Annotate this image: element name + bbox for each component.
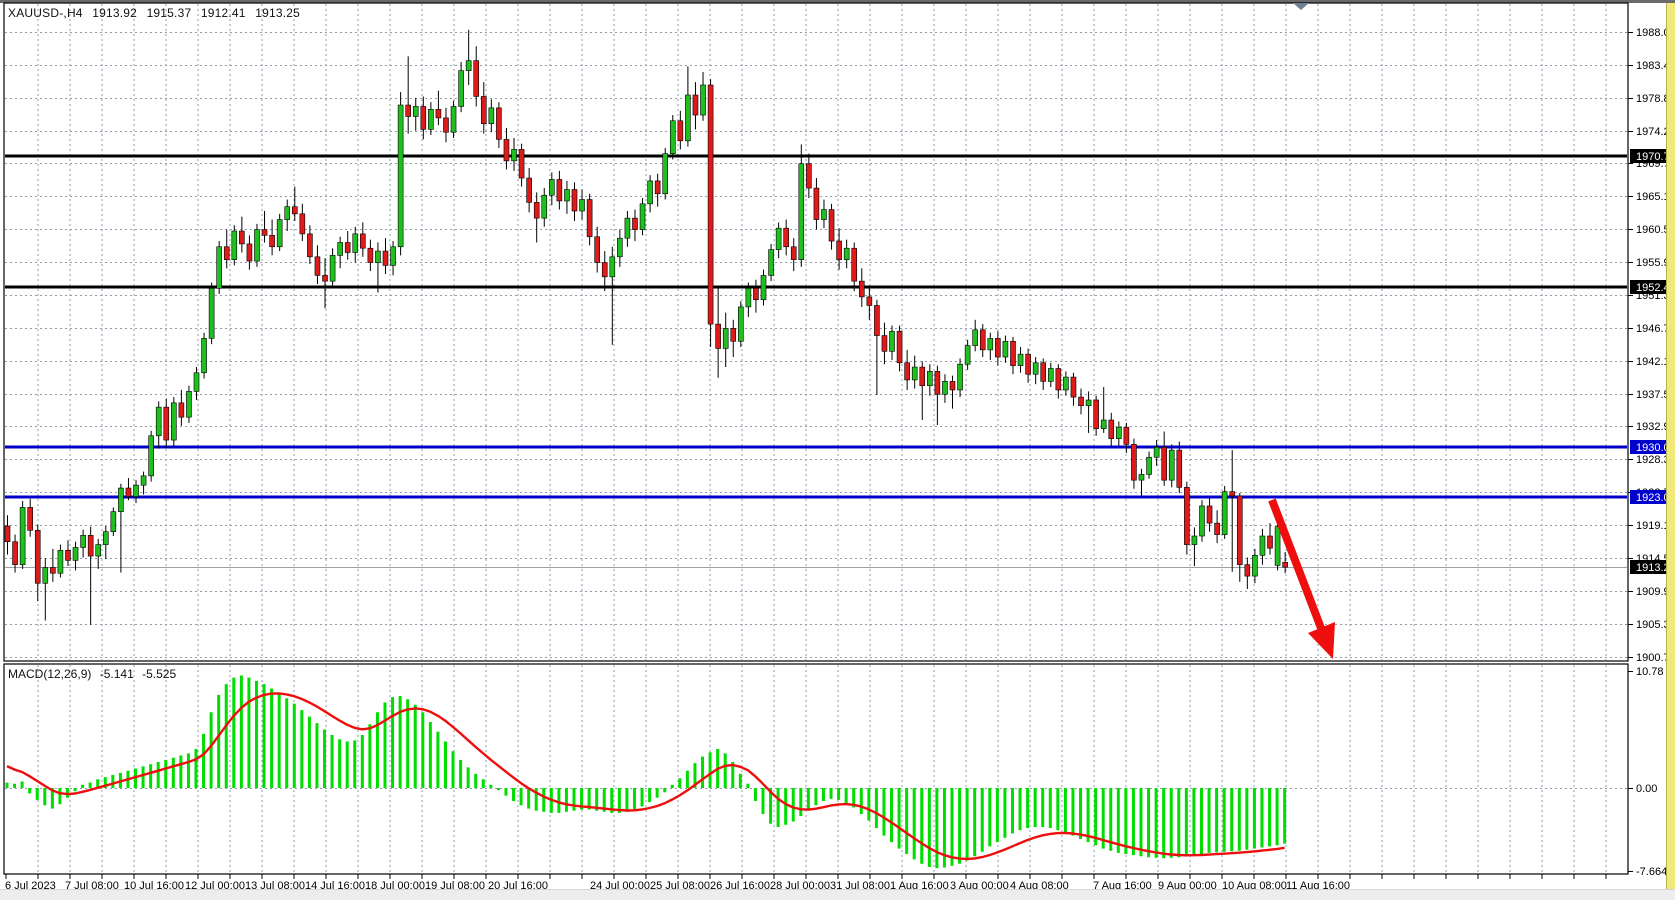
macd-main-value: -5.141 — [99, 667, 134, 681]
status-strip — [0, 889, 1675, 900]
close-value: 1913.25 — [255, 6, 300, 20]
svg-text:1965.10: 1965.10 — [1636, 191, 1675, 203]
svg-text:1909.90: 1909.90 — [1636, 586, 1675, 598]
support-resistance-lines[interactable] — [5, 154, 1627, 499]
symbol-timeframe-label: XAUUSD-,H4 — [8, 6, 83, 20]
macd-signal-line — [6, 692, 1285, 861]
price-badges: 1970.71 1952.41 1930.00 1923.00 1913.25 — [1630, 149, 1675, 574]
grid — [5, 4, 1627, 873]
high-value: 1915.37 — [146, 6, 192, 20]
svg-text:1978.80: 1978.80 — [1636, 93, 1675, 105]
svg-text:1942.10: 1942.10 — [1636, 356, 1675, 368]
svg-text:1946.70: 1946.70 — [1636, 323, 1675, 335]
svg-text:1952.41: 1952.41 — [1636, 282, 1675, 294]
svg-text:1974.20: 1974.20 — [1636, 126, 1675, 138]
svg-text:1930.00: 1930.00 — [1636, 442, 1675, 454]
svg-text:1983.40: 1983.40 — [1636, 60, 1675, 72]
svg-text:1913.25: 1913.25 — [1636, 562, 1675, 574]
svg-text:1932.90: 1932.90 — [1636, 421, 1675, 433]
plot-borders — [3, 2, 1629, 875]
svg-text:1900.70: 1900.70 — [1636, 652, 1675, 664]
ohlc-quote-line: XAUUSD-,H4 1913.92 1915.37 1912.41 1913.… — [8, 6, 306, 20]
macd-name: MACD(12,26,9) — [8, 667, 92, 681]
svg-text:1955.90: 1955.90 — [1636, 257, 1675, 269]
svg-text:1970.71: 1970.71 — [1636, 151, 1675, 163]
chart-shift-marker-icon[interactable] — [1293, 3, 1309, 10]
svg-text:-7.664: -7.664 — [1636, 866, 1667, 878]
open-value: 1913.92 — [92, 6, 138, 20]
svg-text:1923.00: 1923.00 — [1636, 492, 1675, 504]
svg-text:0.00: 0.00 — [1636, 783, 1657, 795]
svg-text:1905.30: 1905.30 — [1636, 619, 1675, 631]
svg-text:1937.50: 1937.50 — [1636, 389, 1675, 401]
window-top-edge — [0, 0, 1675, 3]
window-right-edge — [1666, 3, 1675, 889]
svg-text:1988.00: 1988.00 — [1636, 27, 1675, 39]
macd-indicator-label: MACD(12,26,9) -5.141 -5.525 — [8, 667, 181, 681]
candles — [4, 29, 1288, 625]
price-axis[interactable]: 1988.00 1983.40 1978.80 1974.20 1969.70 … — [1628, 27, 1675, 878]
svg-text:10.78: 10.78 — [1636, 666, 1664, 678]
low-value: 1912.41 — [200, 6, 246, 20]
svg-text:1960.50: 1960.50 — [1636, 224, 1675, 236]
svg-text:1919.10: 1919.10 — [1636, 520, 1675, 532]
down-arrow[interactable] — [1268, 498, 1335, 659]
macd-signal-value: -5.525 — [142, 667, 177, 681]
svg-text:1928.30: 1928.30 — [1636, 454, 1675, 466]
